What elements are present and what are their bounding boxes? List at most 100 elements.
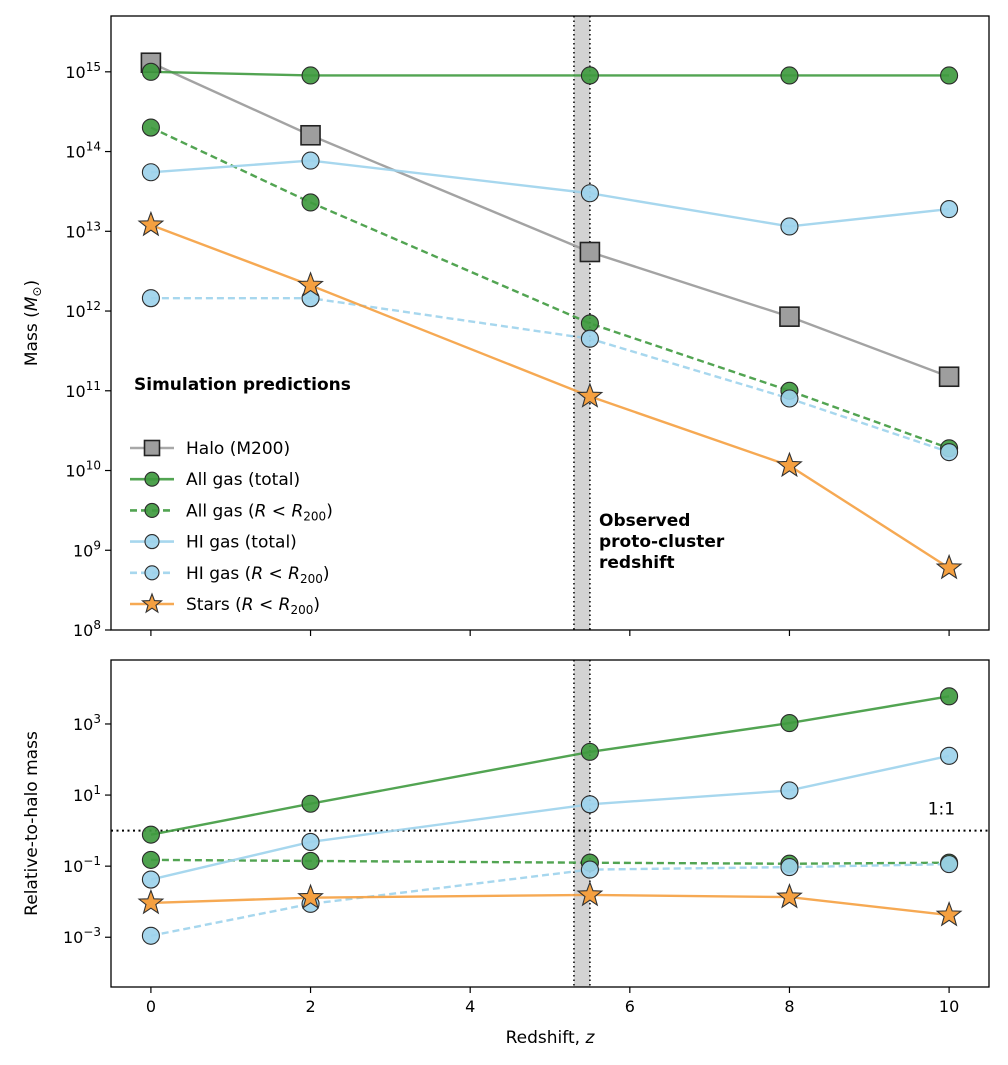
axes-frame [110, 659, 990, 988]
top-mass-panel: 108 109 1010 1011 1012 1013 1014 1015 Mass (M⊙) S… [22, 15, 990, 640]
y-tick-label-10: 1010 [65, 459, 101, 481]
point-all-gas-r-r200-z0 [141, 118, 160, 137]
annotation-simulation-predictions: Simulation predictions [134, 375, 351, 395]
point-stars-r-r200-z5.5 [576, 382, 604, 408]
x-tick-label-0: 0 [146, 997, 156, 1016]
one-to-one-label: 1:1 [928, 800, 955, 820]
point-halo-m200-z10 [938, 366, 960, 388]
legend-marker-all-gas-r-r200 [144, 502, 160, 518]
point-all-gas-total-z0 [141, 825, 160, 844]
point-hi-gas-r-r200-z8 [780, 858, 799, 877]
point-all-gas-total-z0 [141, 62, 160, 81]
point-all-gas-total-z10 [940, 687, 959, 706]
point-hi-gas-r-r200-z10 [940, 443, 959, 462]
point-all-gas-r-r200-z2 [301, 193, 320, 212]
legend-entry-halo-m200: Halo (M200) [130, 439, 290, 459]
y-tick-label--1: 10−1 [63, 854, 101, 876]
point-hi-gas-total-z5.5 [580, 795, 599, 814]
point-stars-r-r200-z0 [137, 888, 165, 915]
x-axis-label: Redshift, z [506, 1028, 596, 1048]
legend-label-all-gas-total: All gas (total) [186, 470, 300, 490]
annotation-observed-line-3: redshift [599, 553, 675, 573]
point-hi-gas-r-r200-z5.5 [580, 329, 599, 348]
point-hi-gas-total-z8 [780, 781, 799, 800]
legend-marker-halo-m200 [143, 439, 161, 457]
x-tick-label-4: 4 [465, 997, 475, 1016]
point-stars-r-r200-z0 [137, 210, 165, 237]
point-stars-r-r200-z10 [935, 901, 963, 927]
x-tick-label-10: 10 [939, 997, 959, 1016]
x-tick-label-6: 6 [625, 997, 635, 1016]
legend-label-hi-gas-r-r200: HI gas (R < R200) [186, 564, 330, 586]
legend-entry-all-gas-r-r200: All gas (R < R200) [130, 501, 333, 523]
x-tick-label-2: 2 [305, 997, 315, 1016]
y-tick-label-1: 101 [73, 783, 101, 805]
point-stars-r-r200-z2 [297, 271, 324, 297]
point-hi-gas-total-z10 [940, 746, 959, 765]
point-stars-r-r200-z5.5 [576, 880, 604, 907]
series-line-halo-m200 [150, 61, 950, 378]
point-all-gas-total-z2 [301, 794, 320, 813]
point-all-gas-r-r200-z5.5 [580, 314, 599, 333]
point-all-gas-total-z5.5 [580, 66, 599, 85]
point-hi-gas-r-r200-z0 [141, 926, 160, 945]
point-hi-gas-r-r200-z0 [141, 289, 160, 308]
point-stars-r-r200-z8 [776, 451, 803, 478]
legend-label-all-gas-r-r200: All gas (R < R200) [186, 501, 333, 523]
y-tick-label-14: 1014 [65, 140, 101, 162]
legend-marker-stars-r-r200 [140, 592, 164, 614]
point-hi-gas-total-z5.5 [580, 184, 599, 203]
series-line-all-gas-total [150, 70, 950, 77]
point-halo-m200-z5.5 [579, 241, 601, 263]
point-all-gas-total-z8 [780, 714, 799, 733]
series-line-all-gas-r-r200 [150, 126, 950, 450]
x-tick-label-8: 8 [784, 997, 794, 1016]
point-halo-m200-z2 [300, 124, 321, 146]
axes-frame [110, 15, 990, 631]
point-stars-r-r200-z10 [935, 553, 963, 580]
y-axis-label: Mass (M⊙) [22, 280, 44, 366]
legend-marker-all-gas-total [144, 471, 160, 487]
point-halo-m200-z8 [779, 306, 800, 327]
series-line-all-gas-total [150, 695, 950, 836]
legend-marker-hi-gas-total [144, 534, 160, 550]
point-all-gas-r-r200-z0 [141, 850, 160, 869]
point-hi-gas-r-r200-z10 [940, 855, 959, 874]
point-hi-gas-r-r200-z8 [780, 389, 799, 408]
y-tick-label-15: 1015 [65, 60, 101, 82]
legend-marker-hi-gas-r-r200 [144, 565, 160, 581]
point-all-gas-total-z8 [780, 66, 799, 85]
legend-entry-all-gas-total: All gas (total) [130, 470, 300, 490]
bottom-ratio-panel: 1:1 0 2 4 6 8 10 10−3 10−1 101 103 Relative-to-halo… [22, 659, 990, 1048]
series-line-hi-gas-total [150, 159, 950, 228]
annotation-observed-line-1: Observed [599, 511, 690, 531]
point-all-gas-total-z2 [301, 66, 320, 85]
point-stars-r-r200-z8 [776, 882, 803, 909]
y-tick-label-3: 103 [73, 712, 101, 734]
y-tick-label-11: 1011 [65, 379, 101, 401]
point-all-gas-total-z10 [940, 66, 959, 85]
point-hi-gas-total-z0 [141, 870, 160, 889]
legend-entry-hi-gas-total: HI gas (total) [130, 533, 297, 553]
legend-label-hi-gas-total: HI gas (total) [186, 533, 297, 553]
series-line-all-gas-r-r200 [150, 858, 950, 865]
point-all-gas-total-z5.5 [580, 742, 599, 761]
y-tick-label-12: 1012 [65, 299, 101, 321]
point-stars-r-r200-z2 [297, 883, 324, 910]
point-all-gas-r-r200-z2 [301, 851, 320, 871]
y-tick-label-8: 108 [73, 618, 101, 640]
point-hi-gas-total-z2 [301, 832, 320, 851]
y-tick-label-9: 109 [73, 538, 101, 560]
legend-label-halo-m200: Halo (M200) [186, 439, 290, 459]
legend-entry-stars-r-r200: Stars (R < R200) [130, 592, 320, 617]
point-hi-gas-total-z2 [301, 151, 320, 170]
redshift-band [573, 660, 590, 987]
annotation-observed-line-2: proto-cluster [599, 532, 725, 552]
y-tick-label--3: 10−3 [63, 925, 101, 947]
y-tick-label-13: 1013 [65, 219, 101, 241]
series-line-hi-gas-total [150, 754, 950, 881]
point-hi-gas-total-z10 [940, 200, 959, 219]
legend-label-stars-r-r200: Stars (R < R200) [186, 595, 320, 617]
point-hi-gas-total-z0 [141, 163, 160, 182]
